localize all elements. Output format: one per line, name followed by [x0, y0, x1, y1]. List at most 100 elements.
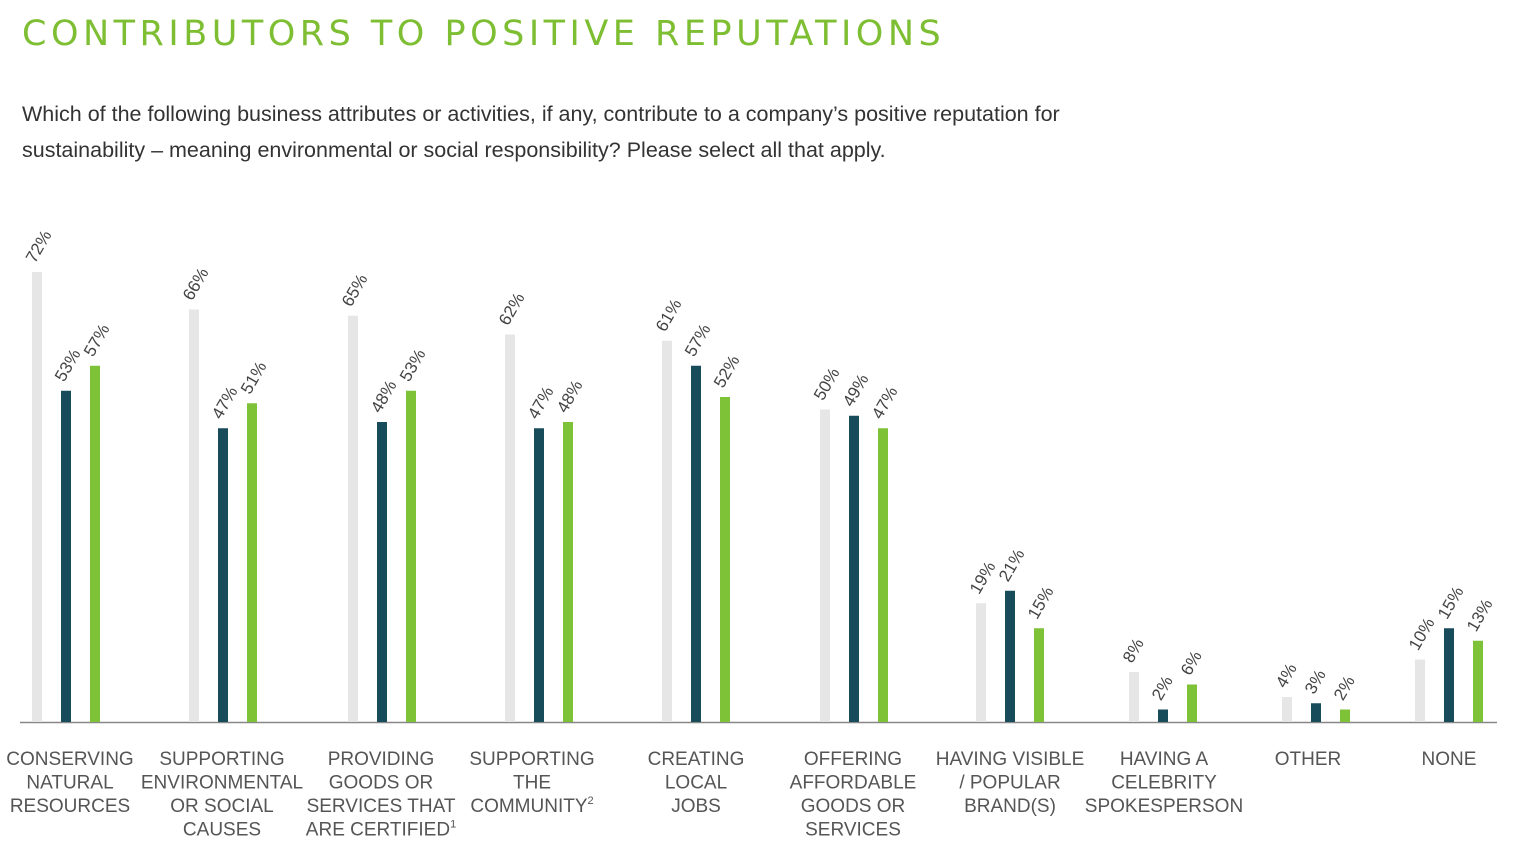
category-label-line: OFFERING [804, 749, 902, 770]
value-label-series-a-cat-9: 10% [1405, 615, 1438, 654]
bar-series-b-cat-6 [1005, 590, 1015, 722]
category-label-line: SUPPORTING [469, 749, 594, 770]
category-label-2: PROVIDING GOODS OR SERVICES THAT ARE CERTIF… [306, 749, 456, 841]
category-label-1: SUPPORTING ENVIRONMENTAL OR SOCIAL CAUSES [141, 749, 303, 841]
category-label-line: CREATING [648, 749, 745, 770]
category-label-line: CAUSES [183, 820, 261, 841]
bar-series-c-cat-4 [720, 397, 730, 722]
category-labels-group: CONSERVING NATURAL RESOURCES SUPPORTING ENVI… [6, 749, 1476, 841]
value-label-series-a-cat-8: 4% [1272, 660, 1301, 691]
category-label-line: NATURAL [26, 773, 113, 794]
bar-series-a-cat-7 [1129, 672, 1139, 722]
category-label-line: OR SOCIAL [170, 796, 273, 817]
value-label-series-c-cat-2: 53% [396, 346, 429, 385]
bar-series-a-cat-4 [662, 340, 672, 722]
category-label-line: OTHER [1275, 749, 1342, 770]
category-label-line: ARE CERTIFIED [306, 820, 450, 841]
category-label-line: COMMUNITY [470, 796, 587, 817]
category-label-4: CREATING LOCAL JOBS [648, 749, 745, 817]
category-label-line: RESOURCES [10, 796, 130, 817]
category-label-line: PROVIDING [328, 749, 435, 770]
bar-series-c-cat-0 [90, 365, 100, 722]
category-label-line: NONE [1422, 749, 1477, 770]
bar-series-a-cat-1 [189, 309, 199, 722]
bar-series-a-cat-6 [976, 603, 986, 722]
category-label-6: HAVING VISIBLE / POPULAR BRAND(S) [936, 749, 1085, 817]
bar-series-b-cat-8 [1311, 703, 1321, 722]
value-label-series-a-cat-4: 61% [652, 296, 685, 335]
value-label-series-c-cat-1: 51% [237, 358, 270, 397]
bar-series-c-cat-8 [1340, 709, 1350, 722]
value-label-series-b-cat-9: 15% [1434, 583, 1467, 622]
value-label-series-b-cat-0: 53% [51, 346, 84, 385]
value-label-series-c-cat-9: 13% [1463, 596, 1496, 635]
bar-series-c-cat-1 [247, 403, 257, 722]
category-label-line: SPOKESPERSON [1085, 796, 1243, 817]
category-label-line: THE [513, 773, 551, 794]
value-label-series-a-cat-0: 72% [22, 227, 55, 266]
value-label-series-a-cat-2: 65% [338, 271, 371, 310]
bar-series-c-cat-2 [406, 390, 416, 722]
category-label-line: AFFORDABLE [790, 773, 917, 794]
category-label-8: OTHER [1275, 749, 1342, 770]
bar-series-a-cat-8 [1282, 697, 1292, 722]
value-label-series-b-cat-4: 57% [681, 321, 714, 360]
category-label-line: HAVING A [1120, 749, 1209, 770]
value-label-series-b-cat-5: 49% [839, 371, 872, 410]
category-label-3: SUPPORTING THE COMMUNITY2 [469, 749, 594, 817]
value-label-series-b-cat-2: 48% [367, 377, 400, 416]
category-label-5: OFFERING AFFORDABLE GOODS OR SERVICES [790, 749, 917, 841]
category-label-line: HAVING VISIBLE [936, 749, 1085, 770]
value-label-series-c-cat-3: 48% [553, 377, 586, 416]
category-label-0: CONSERVING NATURAL RESOURCES [6, 749, 133, 817]
category-label-line: SERVICES THAT [307, 796, 456, 817]
bar-series-a-cat-9 [1415, 659, 1425, 722]
value-label-series-a-cat-6: 19% [966, 558, 999, 597]
category-label-line: CELEBRITY [1111, 773, 1217, 794]
bar-series-a-cat-0 [32, 272, 42, 722]
bar-series-b-cat-3 [534, 428, 544, 722]
bar-series-c-cat-7 [1187, 684, 1197, 722]
value-label-series-b-cat-8: 3% [1301, 666, 1330, 697]
bar-series-b-cat-2 [377, 422, 387, 722]
bar-series-a-cat-2 [348, 315, 358, 722]
value-label-series-b-cat-3: 47% [524, 383, 557, 422]
value-label-series-c-cat-0: 57% [80, 321, 113, 360]
category-label-line: LOCAL [665, 773, 727, 794]
value-label-series-b-cat-6: 21% [995, 546, 1028, 585]
category-footnote-marker: 1 [450, 819, 456, 831]
category-label-line: GOODS OR [801, 796, 906, 817]
bar-series-b-cat-9 [1444, 628, 1454, 722]
value-labels-group: 72%53%57%66%47%51%65%48%53%62%47%48%61%5… [22, 227, 1496, 703]
category-label-line: SUPPORTING [159, 749, 284, 770]
value-label-series-c-cat-4: 52% [710, 352, 743, 391]
survey-question: Which of the following business attribut… [22, 102, 1060, 162]
value-label-series-a-cat-1: 66% [179, 265, 212, 304]
value-label-series-a-cat-7: 8% [1119, 635, 1148, 666]
bar-series-c-cat-3 [563, 422, 573, 722]
category-label-line: ENVIRONMENTAL [141, 773, 303, 794]
bar-series-b-cat-5 [849, 415, 859, 722]
bar-series-c-cat-5 [878, 428, 888, 722]
bar-series-b-cat-1 [218, 428, 228, 722]
category-label-7: HAVING A CELEBRITY SPOKESPERSON [1085, 749, 1243, 817]
value-label-series-c-cat-6: 15% [1024, 583, 1057, 622]
category-label-line: BRAND(S) [964, 796, 1056, 817]
bars-group [32, 272, 1483, 722]
category-label-line: SERVICES [805, 820, 901, 841]
bar-series-b-cat-7 [1158, 709, 1168, 722]
page-title: CONTRIBUTORS TO POSITIVE REPUTATIONS [22, 14, 946, 54]
value-label-series-c-cat-8: 2% [1330, 673, 1359, 704]
category-footnote-marker: 2 [588, 795, 594, 807]
category-label-9: NONE [1422, 749, 1477, 770]
bar-series-c-cat-9 [1473, 640, 1483, 722]
bar-series-a-cat-5 [820, 409, 830, 722]
bar-series-b-cat-0 [61, 390, 71, 722]
bar-series-a-cat-3 [505, 334, 515, 722]
value-label-series-c-cat-7: 6% [1177, 648, 1206, 679]
value-label-series-a-cat-3: 62% [495, 290, 528, 329]
bar-series-b-cat-4 [691, 365, 701, 722]
category-label-line: JOBS [671, 796, 721, 817]
value-label-series-b-cat-7: 2% [1148, 673, 1177, 704]
